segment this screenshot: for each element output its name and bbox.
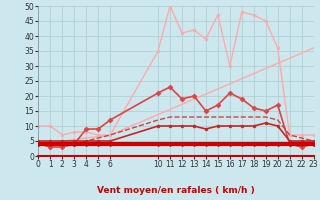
X-axis label: Vent moyen/en rafales ( km/h ): Vent moyen/en rafales ( km/h ) [97, 186, 255, 195]
